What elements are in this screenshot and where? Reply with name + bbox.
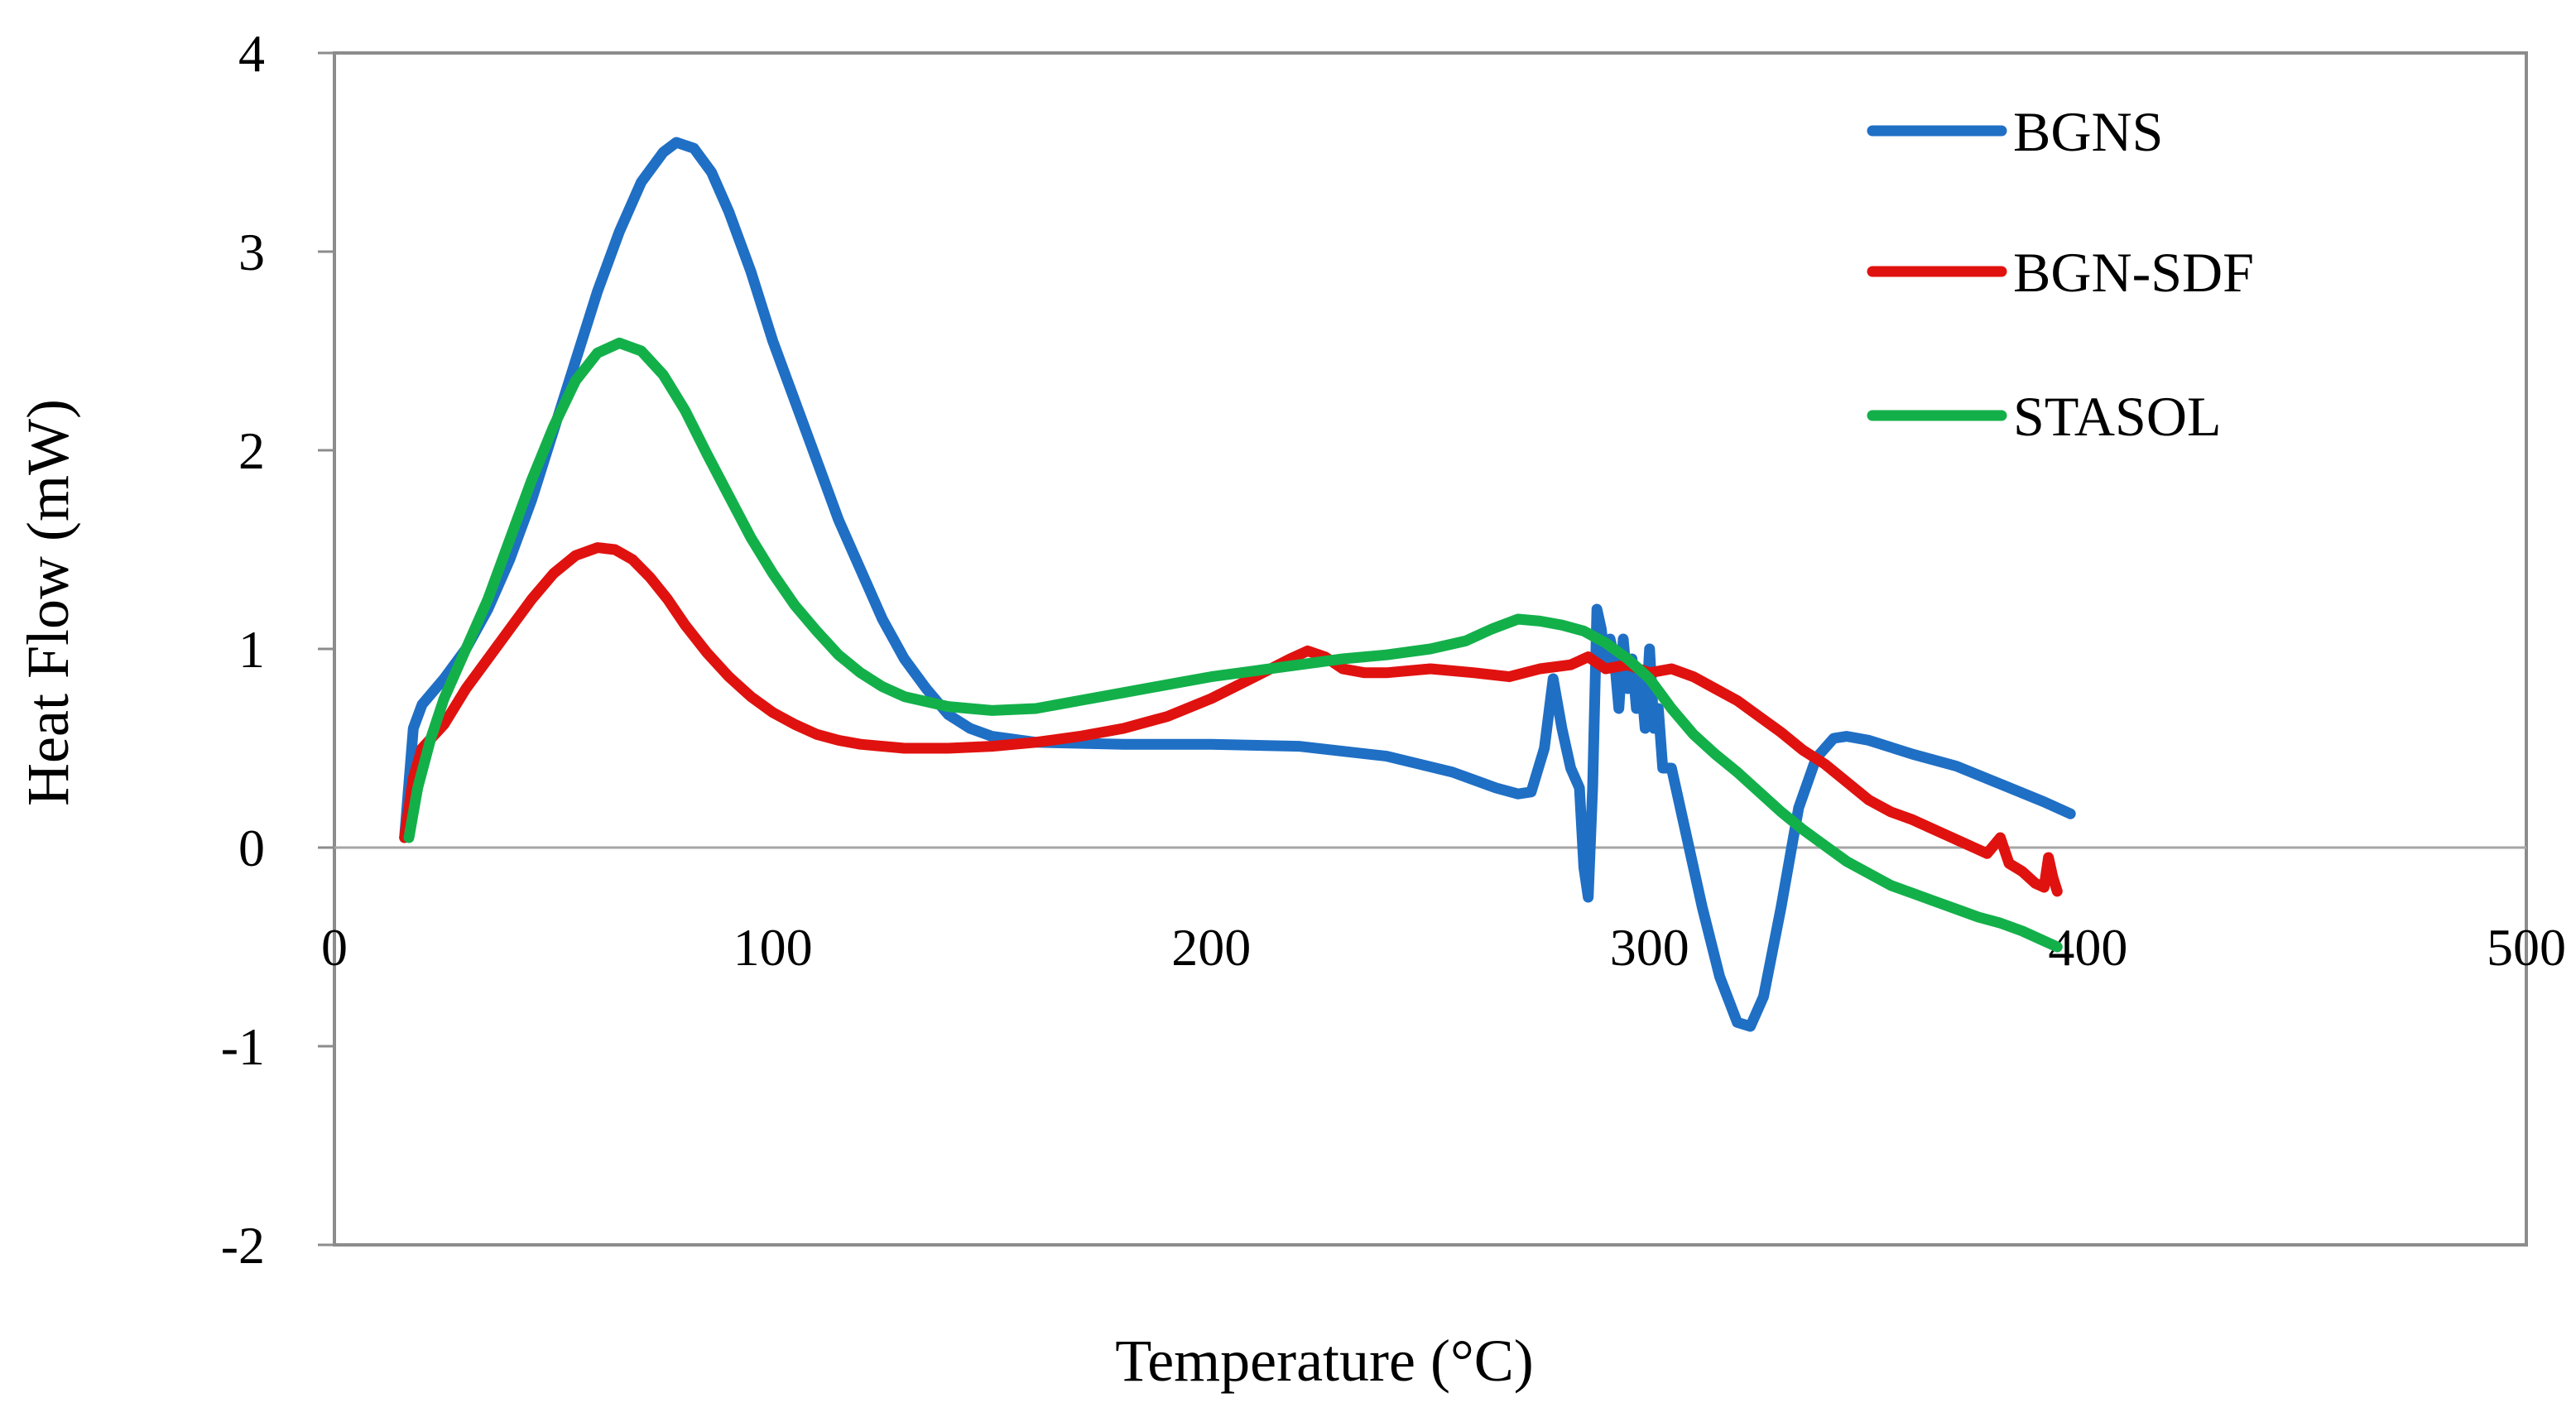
y-tick-label: -1 <box>221 1017 265 1076</box>
y-tick-label: 0 <box>238 819 265 877</box>
x-tick-label: 500 <box>2487 918 2566 977</box>
x-tick-labels: 0 100 200 300 400 500 <box>321 918 2566 977</box>
legend-label-stasol: STASOL <box>2013 385 2221 448</box>
y-axis-title: Heat Flow (mW) <box>15 399 81 806</box>
x-axis-title: Temperature (°C) <box>1115 1328 1534 1394</box>
y-tick-label: -2 <box>221 1216 265 1275</box>
y-tick-label: 1 <box>238 620 265 679</box>
x-tick-label: 200 <box>1171 918 1251 977</box>
x-tick-label: 100 <box>733 918 813 977</box>
x-tick-label: 300 <box>1610 918 1689 977</box>
x-tick-label: 0 <box>321 918 348 977</box>
legend-label-bgn-sdf: BGN-SDF <box>2013 241 2254 304</box>
legend: BGNS BGN-SDF STASOL <box>1867 100 2254 448</box>
y-tick-label: 4 <box>238 24 265 83</box>
y-tick-label: 2 <box>238 421 265 480</box>
series-line-bgns <box>399 137 2076 1032</box>
y-tick-labels: -2 -1 0 1 2 3 4 <box>221 24 334 1275</box>
series-line-stasol <box>403 337 2063 953</box>
y-tick-label: 3 <box>238 223 265 281</box>
series-lines <box>399 137 2076 1032</box>
legend-label-bgns: BGNS <box>2013 100 2163 163</box>
